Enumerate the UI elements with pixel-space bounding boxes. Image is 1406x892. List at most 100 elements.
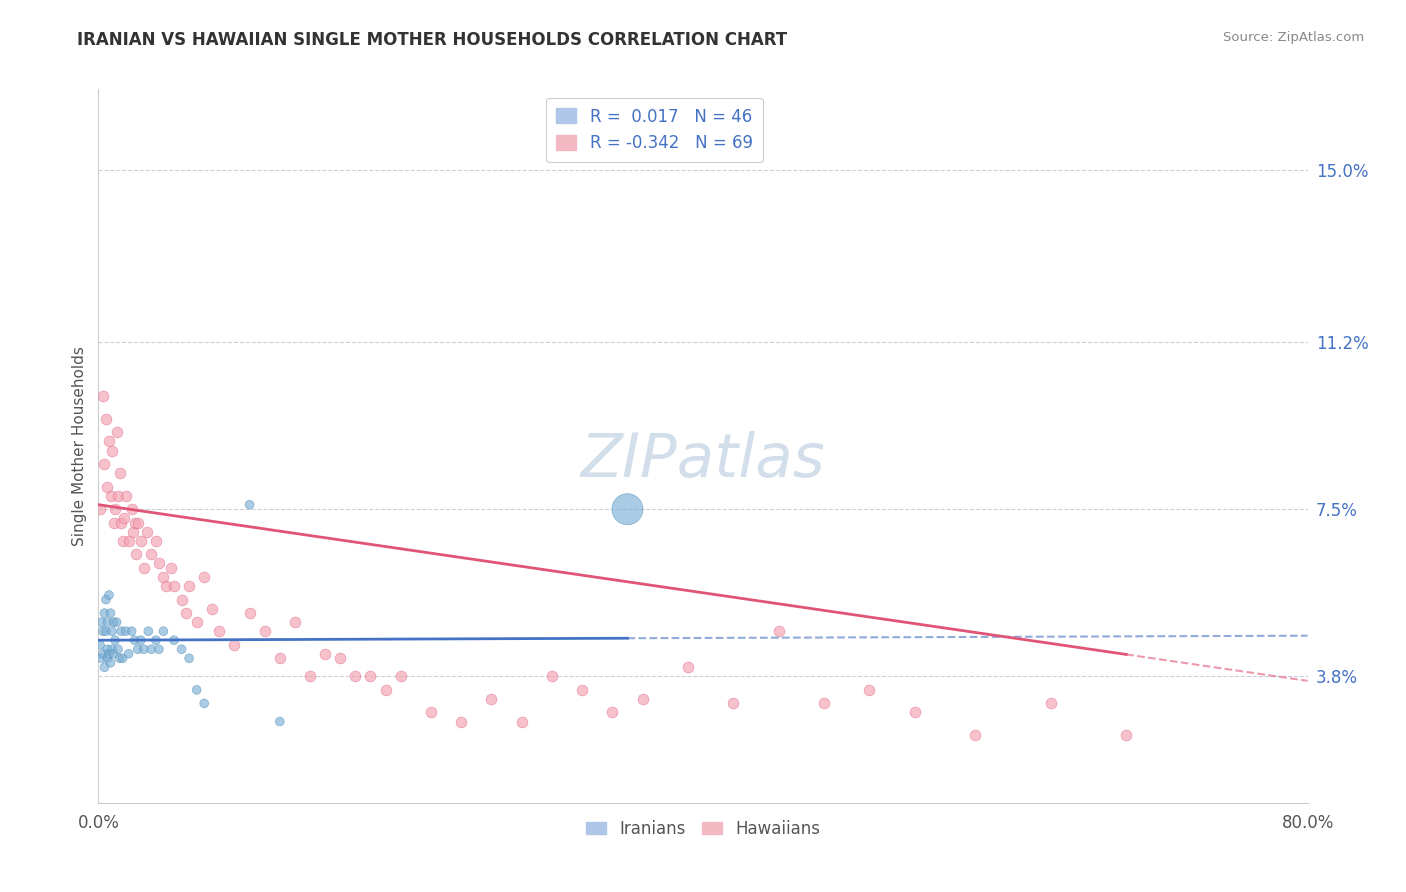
Point — [111, 533, 134, 548]
Point — [239, 606, 262, 620]
Point — [965, 728, 987, 742]
Point — [110, 624, 132, 639]
Point — [269, 651, 291, 665]
Point — [101, 443, 124, 458]
Y-axis label: Single Mother Households: Single Mother Households — [72, 346, 87, 546]
Text: Source: ZipAtlas.com: Source: ZipAtlas.com — [1223, 31, 1364, 45]
Point — [723, 697, 745, 711]
Point — [105, 615, 128, 629]
Point — [118, 647, 141, 661]
Point — [91, 647, 114, 661]
Point — [105, 425, 128, 440]
Point — [155, 579, 177, 593]
Point — [163, 579, 186, 593]
Point — [100, 656, 122, 670]
Point — [96, 615, 118, 629]
Legend: Iranians, Hawaiians: Iranians, Hawaiians — [579, 814, 827, 845]
Point — [89, 638, 111, 652]
Point — [284, 615, 307, 629]
Point — [96, 642, 118, 657]
Point — [114, 624, 136, 639]
Point — [170, 592, 193, 607]
Point — [269, 714, 291, 729]
Point — [89, 502, 111, 516]
Point — [481, 692, 503, 706]
Point — [186, 615, 208, 629]
Point — [148, 557, 170, 571]
Point — [201, 601, 224, 615]
Point — [100, 606, 122, 620]
Point — [179, 579, 201, 593]
Point — [174, 606, 197, 620]
Point — [450, 714, 472, 729]
Point — [540, 669, 562, 683]
Point — [676, 660, 699, 674]
Point — [299, 669, 322, 683]
Point — [152, 570, 174, 584]
Point — [90, 615, 112, 629]
Point — [118, 533, 141, 548]
Point — [108, 651, 131, 665]
Point — [114, 489, 136, 503]
Point — [132, 642, 155, 657]
Point — [127, 642, 149, 657]
Point — [100, 489, 122, 503]
Point — [112, 511, 135, 525]
Point — [145, 633, 167, 648]
Point — [101, 642, 124, 657]
Point — [616, 502, 638, 516]
Point — [170, 642, 193, 657]
Point — [101, 624, 124, 639]
Point — [141, 548, 163, 562]
Point — [94, 412, 117, 426]
Point — [141, 642, 163, 657]
Point — [121, 502, 143, 516]
Point — [91, 389, 114, 403]
Point — [125, 548, 148, 562]
Point — [602, 706, 624, 720]
Point — [107, 642, 129, 657]
Point — [239, 498, 262, 512]
Point — [360, 669, 382, 683]
Point — [110, 516, 132, 530]
Point — [179, 651, 201, 665]
Point — [374, 682, 396, 697]
Point — [104, 502, 127, 516]
Point — [389, 669, 412, 683]
Point — [93, 660, 115, 674]
Point — [145, 533, 167, 548]
Text: IRANIAN VS HAWAIIAN SINGLE MOTHER HOUSEHOLDS CORRELATION CHART: IRANIAN VS HAWAIIAN SINGLE MOTHER HOUSEH… — [77, 31, 787, 49]
Point — [813, 697, 835, 711]
Point — [344, 669, 367, 683]
Point — [1115, 728, 1137, 742]
Point — [93, 457, 115, 471]
Point — [96, 651, 118, 665]
Point — [94, 624, 117, 639]
Point — [96, 480, 118, 494]
Point — [127, 516, 149, 530]
Point — [193, 570, 215, 584]
Point — [136, 624, 159, 639]
Point — [420, 706, 443, 720]
Point — [329, 651, 352, 665]
Point — [103, 516, 125, 530]
Point — [122, 524, 145, 539]
Point — [98, 434, 121, 449]
Point — [121, 624, 143, 639]
Point — [132, 561, 155, 575]
Point — [152, 624, 174, 639]
Point — [103, 615, 125, 629]
Point — [858, 682, 880, 697]
Point — [163, 633, 186, 648]
Point — [208, 624, 231, 639]
Point — [98, 588, 121, 602]
Point — [314, 647, 336, 661]
Point — [904, 706, 927, 720]
Point — [160, 561, 183, 575]
Point — [94, 592, 117, 607]
Point — [631, 692, 654, 706]
Point — [768, 624, 790, 639]
Point — [224, 638, 246, 652]
Point — [93, 606, 115, 620]
Point — [510, 714, 533, 729]
